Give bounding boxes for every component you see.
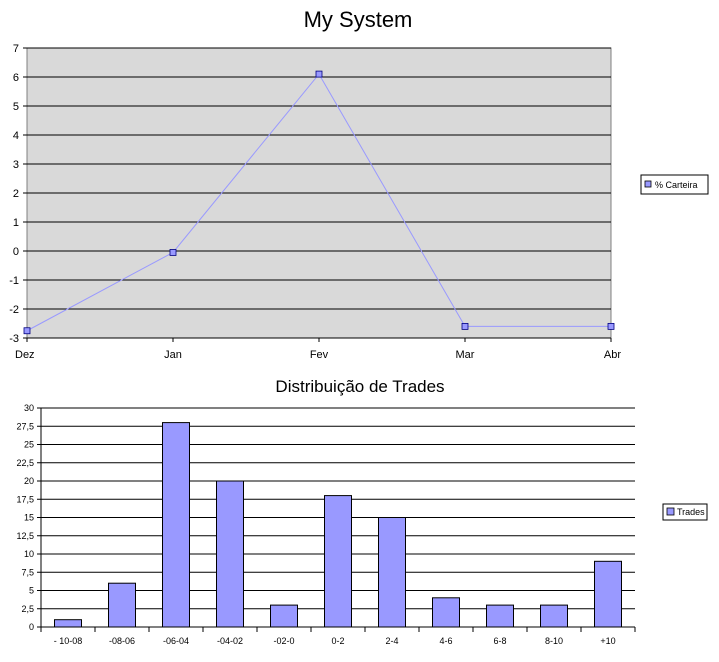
bar xyxy=(378,517,406,628)
x-tick-label: +10 xyxy=(600,636,615,646)
bar xyxy=(486,604,514,628)
y-tick-label: -3 xyxy=(9,333,19,345)
line-chart-legend-marker xyxy=(644,180,652,188)
x-tick-label: 4-6 xyxy=(439,636,452,646)
data-point xyxy=(23,327,31,335)
x-tick-label: 8-10 xyxy=(545,636,563,646)
y-tick-label: 4 xyxy=(13,130,19,142)
y-tick-label: 12,5 xyxy=(16,531,34,541)
y-tick-label: -2 xyxy=(9,304,19,316)
y-tick-label: 10 xyxy=(24,549,34,559)
data-point xyxy=(461,322,469,330)
line-chart-legend-label: % Carteira xyxy=(655,180,698,190)
bar xyxy=(324,495,352,628)
bar xyxy=(594,560,622,628)
y-tick-label: 25 xyxy=(24,440,34,450)
y-tick-label: 0 xyxy=(29,622,34,632)
y-tick-label: 5 xyxy=(13,101,19,113)
x-tick-label: Abr xyxy=(604,349,621,361)
line-chart-legend: % Carteira xyxy=(640,174,709,195)
bar xyxy=(162,422,190,628)
bar-chart: Distribuição de Trades 30 27,5 25 22,5 20 17,… xyxy=(16,377,708,646)
line-chart-legend-box xyxy=(640,174,709,195)
x-tick-label: -08-06 xyxy=(109,636,135,646)
y-tick-label: 22,5 xyxy=(16,458,34,468)
bar xyxy=(432,597,460,628)
y-tick-label: 27,5 xyxy=(16,421,34,431)
x-tick-label: -04-02 xyxy=(217,636,243,646)
bar-chart-title: Distribuição de Trades xyxy=(275,377,444,396)
y-tick-label: 15 xyxy=(24,513,34,523)
x-tick-label: 0-2 xyxy=(331,636,344,646)
x-tick-label: Jan xyxy=(164,349,182,361)
bar-chart-legend: Trades xyxy=(662,503,708,521)
bar-chart-y-ticks: 30 27,5 25 22,5 20 17,5 15 12,5 10 7,5 5 2,5 0 xyxy=(16,403,41,632)
y-tick-label: 17,5 xyxy=(16,494,34,504)
bar xyxy=(540,604,568,628)
y-tick-label: 1 xyxy=(13,217,19,229)
y-tick-label: -1 xyxy=(9,275,19,287)
line-chart-x-ticks: Dez Jan Fev Mar Abr xyxy=(15,338,621,361)
y-tick-label: 0 xyxy=(13,246,19,258)
x-tick-label: - 10-08 xyxy=(54,636,83,646)
data-point xyxy=(169,249,177,256)
y-tick-label: 7,5 xyxy=(21,567,34,577)
y-tick-label: 5 xyxy=(29,586,34,596)
line-chart-title: My System xyxy=(304,7,413,32)
line-chart-gridlines xyxy=(27,47,611,339)
x-tick-label: -02-0 xyxy=(273,636,294,646)
bar xyxy=(216,480,244,628)
y-tick-label: 3 xyxy=(13,159,19,171)
x-tick-label: Mar xyxy=(456,349,475,361)
line-chart: My System 7 6 5 4 3 2 1 0 -1 -2 -3 Dez Jan Fev Mar Abr… xyxy=(9,7,709,361)
line-chart-y-ticks: 7 6 5 4 3 2 1 0 -1 -2 -3 xyxy=(9,43,27,345)
y-tick-label: 20 xyxy=(24,476,34,486)
line-chart-series xyxy=(23,70,615,335)
y-tick-label: 6 xyxy=(13,72,19,84)
x-tick-label: 2-4 xyxy=(385,636,398,646)
bar xyxy=(54,619,82,628)
data-point xyxy=(315,70,323,78)
bar-chart-legend-marker xyxy=(666,507,675,516)
x-tick-label: -06-04 xyxy=(163,636,189,646)
x-tick-label: Fev xyxy=(310,349,329,361)
x-tick-label: Dez xyxy=(15,349,35,361)
bar xyxy=(108,582,136,628)
data-point xyxy=(607,322,615,330)
y-tick-label: 30 xyxy=(24,403,34,413)
y-tick-label: 2,5 xyxy=(21,604,34,614)
bar xyxy=(270,604,298,628)
bar-chart-legend-label: Trades xyxy=(677,507,705,517)
y-tick-label: 2 xyxy=(13,188,19,200)
y-tick-label: 7 xyxy=(13,43,19,55)
bar-chart-bars xyxy=(54,422,622,628)
x-tick-label: 6-8 xyxy=(493,636,506,646)
bar-chart-x-ticks: - 10-08 -08-06 -06-04 -04-02 -02-0 0-2 2-4 4-6 6… xyxy=(40,626,636,646)
